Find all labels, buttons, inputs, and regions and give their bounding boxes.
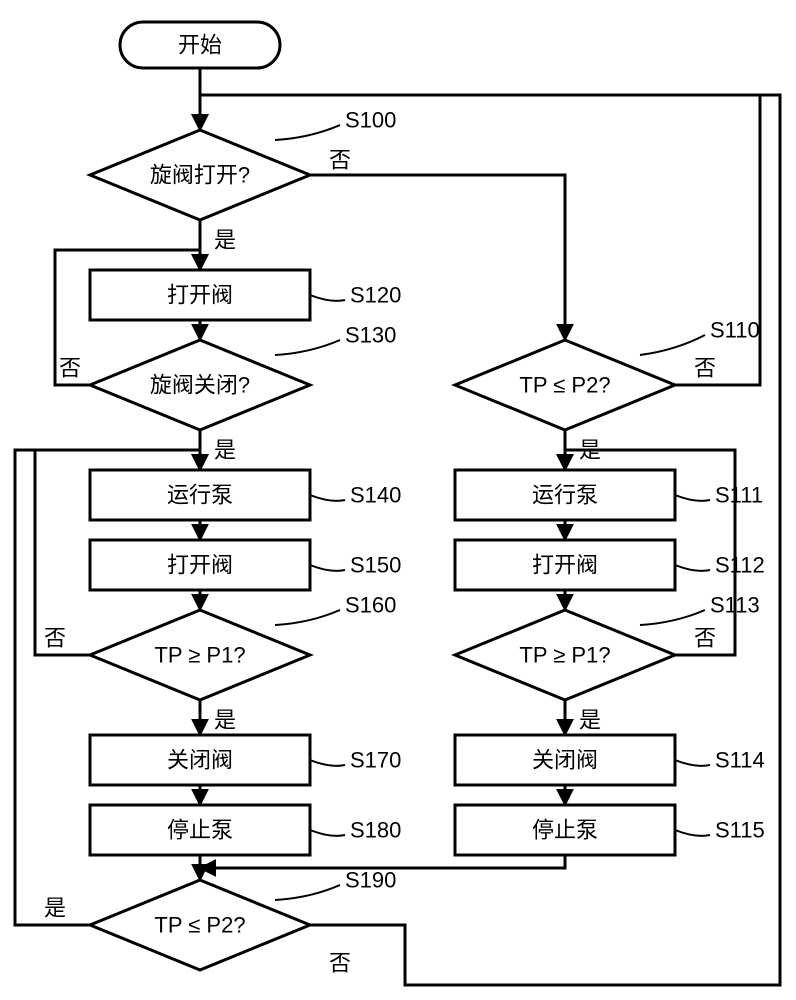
node-d100: 旋阀打开?: [90, 130, 310, 220]
node-p111: 运行泵: [455, 470, 675, 520]
node-d160: TP ≥ P1?: [90, 610, 310, 700]
node-text: 打开阀: [532, 553, 598, 578]
step-label: S170: [350, 748, 401, 773]
node-text: TP ≥ P1?: [519, 643, 610, 668]
edge: [200, 855, 565, 868]
node-p170: 关闭阀: [90, 735, 310, 785]
node-text: 打开阀: [167, 553, 233, 578]
node-d113: TP ≥ P1?: [455, 610, 675, 700]
node-d190: TP ≤ P2?: [90, 880, 310, 970]
step-label: S110: [710, 318, 760, 343]
edge-label: 是: [214, 228, 236, 253]
node-p120: 打开阀: [90, 270, 310, 320]
node-text: 关闭阀: [167, 748, 233, 773]
leader: [675, 830, 710, 836]
step-label: S113: [710, 593, 760, 618]
step-label: S150: [350, 553, 401, 578]
node-text: TP ≤ P2?: [154, 913, 245, 938]
edge-label: 是: [44, 896, 66, 921]
step-label: S115: [715, 818, 765, 843]
node-text: 打开阀: [167, 283, 233, 308]
step-label: S120: [350, 283, 401, 308]
step-label: S111: [715, 483, 763, 508]
edge-label: 是: [214, 708, 236, 733]
node-text: TP ≤ P2?: [519, 373, 610, 398]
node-p112: 打开阀: [455, 540, 675, 590]
node-text: 关闭阀: [532, 748, 598, 773]
leader: [275, 125, 340, 140]
leader: [675, 565, 710, 571]
edge-label: 否: [694, 626, 716, 651]
leader: [275, 610, 340, 625]
node-p140: 运行泵: [90, 470, 310, 520]
node-d130: 旋阀关闭?: [90, 340, 310, 430]
edge-label: 否: [694, 356, 716, 381]
edge-label: 是: [214, 438, 236, 463]
step-label: S180: [350, 818, 401, 843]
node-text: 旋阀打开?: [150, 163, 250, 188]
leader: [275, 885, 340, 900]
node-text: 开始: [178, 33, 222, 58]
edge-label: 否: [329, 148, 351, 173]
node-p114: 关闭阀: [455, 735, 675, 785]
node-text: 停止泵: [532, 818, 598, 843]
step-label: S190: [345, 868, 396, 893]
leader: [310, 760, 345, 766]
leader: [675, 760, 710, 766]
node-text: TP ≥ P1?: [154, 643, 245, 668]
edge-label: 否: [329, 951, 351, 976]
node-text: 旋阀关闭?: [150, 373, 250, 398]
step-label: S112: [715, 553, 765, 578]
leader: [310, 830, 345, 836]
edge-label: 是: [579, 708, 601, 733]
leader: [310, 295, 345, 301]
leader: [310, 565, 345, 571]
node-p150: 打开阀: [90, 540, 310, 590]
node-p180: 停止泵: [90, 805, 310, 855]
node-d110: TP ≤ P2?: [455, 340, 675, 430]
node-p115: 停止泵: [455, 805, 675, 855]
step-label: S160: [345, 593, 396, 618]
leader: [275, 340, 340, 355]
step-label: S100: [345, 108, 396, 133]
node-text: 运行泵: [167, 483, 233, 508]
edge-label: 否: [59, 356, 81, 381]
leader: [640, 610, 705, 625]
edge: [310, 175, 565, 340]
flowchart: 是是是否是是否否是否否否开始旋阀打开?打开阀旋阀关闭?运行泵打开阀TP ≥ P1…: [0, 0, 796, 1000]
node-text: 运行泵: [532, 483, 598, 508]
step-label: S114: [715, 748, 765, 773]
leader: [675, 495, 710, 501]
step-label: S140: [350, 483, 401, 508]
edge-label: 否: [44, 626, 66, 651]
node-text: 停止泵: [167, 818, 233, 843]
step-label: S130: [345, 323, 396, 348]
leader: [310, 495, 345, 501]
leader: [640, 335, 705, 355]
node-start: 开始: [120, 22, 280, 68]
